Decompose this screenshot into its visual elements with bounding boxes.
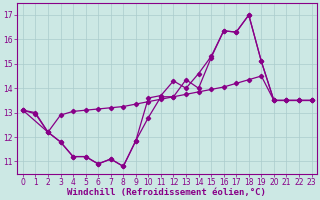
X-axis label: Windchill (Refroidissement éolien,°C): Windchill (Refroidissement éolien,°C) (67, 188, 266, 197)
